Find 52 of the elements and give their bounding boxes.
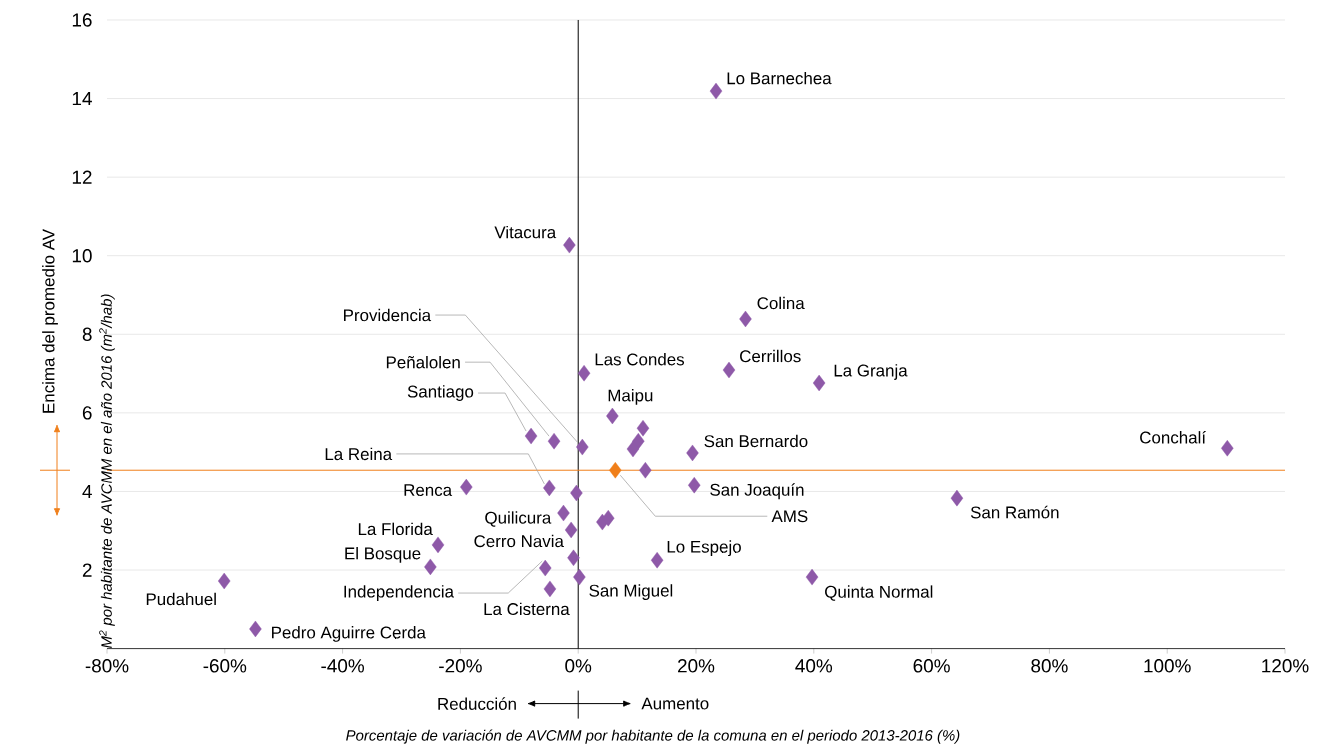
annotation: Las Condes	[595, 352, 685, 366]
x-tick-label: 20%	[678, 659, 715, 673]
y-tick-label: 4	[82, 484, 92, 498]
x-tick-label: 40%	[795, 659, 833, 673]
annotation: Colina	[757, 296, 805, 310]
y-tick-label: 6	[82, 406, 92, 420]
annotation: Pedro Aguirre Cerda	[272, 626, 426, 642]
x-tick-label: 60%	[913, 659, 950, 673]
annotation: Conchalí	[1140, 430, 1206, 444]
annotation: San Miguel	[589, 584, 673, 600]
annotation: San Bernardo	[704, 434, 808, 448]
annotation: Renca	[404, 484, 453, 497]
annotation: La Florida	[358, 522, 433, 536]
x-tick-label: -80%	[85, 659, 129, 673]
annotation: San Ramón	[970, 505, 1059, 519]
annotation: AMS	[771, 510, 808, 523]
y-tick-label: 10	[72, 249, 92, 263]
annotation: El Bosque	[345, 546, 421, 563]
x-tick-label: 80%	[1031, 659, 1068, 673]
annotation: Peñalolen	[386, 355, 460, 369]
annotation: San Joaquín	[710, 483, 804, 500]
x-tick-label: 0%	[565, 659, 592, 673]
x-tick-label: -60%	[203, 659, 247, 673]
annotation: Quinta Normal	[825, 585, 933, 601]
text: Reducción	[438, 697, 516, 710]
text: Encima del promedio AV	[42, 228, 58, 413]
annotation: Vitacura	[494, 225, 557, 239]
x-tick-label: -20%	[439, 659, 482, 673]
annotation: Lo Espejo	[667, 540, 741, 557]
x-axis-title: Porcentaje de variación de AVCMM por habitante de la comuna en el periodo 2013-2016 (%)	[346, 729, 960, 744]
annotation: Maipu	[608, 389, 653, 405]
annotation: La Granja	[834, 364, 908, 380]
y-tick-label: 2	[82, 563, 92, 577]
y-tick-label: 16	[72, 13, 92, 27]
y-axis-title: M$^{2}$ por habitante de AVCMM en el año 2016 (m$^{2}$/hab)	[99, 294, 115, 649]
y-tick-label: 8	[82, 327, 92, 341]
y-tick-label: 12	[72, 170, 92, 184]
annotation: Cerrillos	[740, 349, 801, 363]
annotation: Independencia	[344, 585, 454, 601]
text: Aumento	[641, 697, 709, 710]
annotation: La Reina	[325, 447, 393, 461]
annotation: Pudahuel	[146, 592, 216, 606]
x-tick-label: -40%	[321, 659, 365, 673]
x-tick-label: 120%	[1262, 659, 1309, 673]
annotation: Providencia	[344, 308, 432, 322]
annotation: Santiago	[407, 385, 474, 401]
y-tick-label: 14	[72, 92, 92, 106]
x-tick-label: 100%	[1144, 659, 1191, 673]
annotation: Quilicura	[485, 511, 552, 527]
annotation: Lo Barnechea	[727, 71, 832, 85]
annotation: La Cisterna	[484, 602, 570, 616]
annotation: Cerro Navia	[474, 534, 564, 548]
